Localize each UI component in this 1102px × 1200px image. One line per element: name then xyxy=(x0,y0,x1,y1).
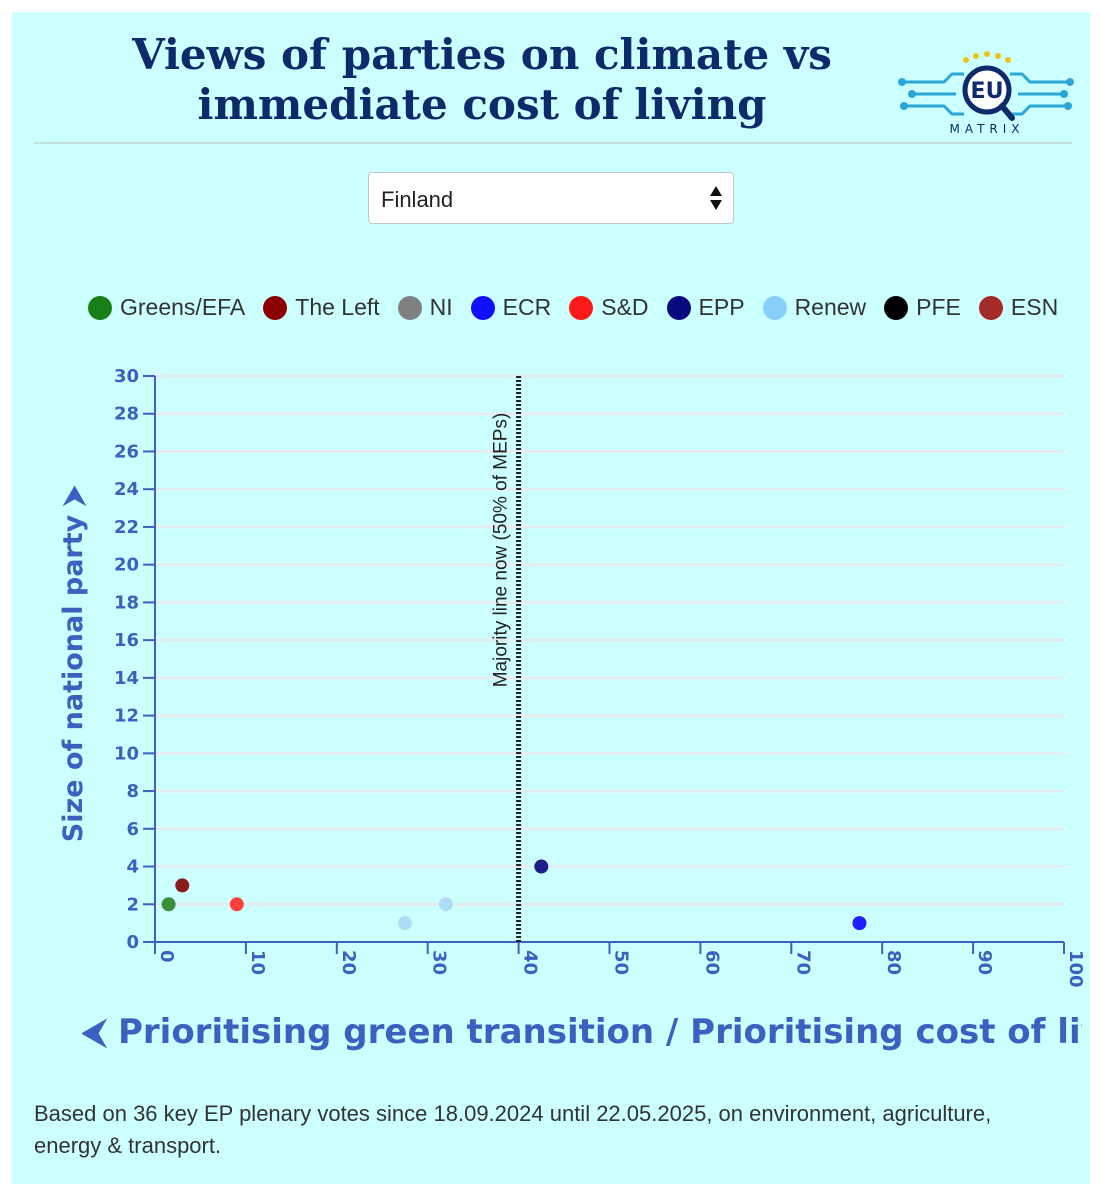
legend-label: PFE xyxy=(916,294,961,320)
majority-line-label: Majority line now (50% of MEPs) xyxy=(491,413,512,688)
header-divider xyxy=(34,142,1072,144)
y-tick-label: 0 xyxy=(126,932,139,953)
legend-dot xyxy=(569,295,594,320)
y-tick-label: 6 xyxy=(126,819,139,840)
legend-label: Greens/EFA xyxy=(120,294,246,320)
legend-dot xyxy=(978,295,1003,320)
x-tick-label: 60 xyxy=(701,950,722,975)
x-tick-label: 100 xyxy=(1065,950,1086,988)
legend-item[interactable]: S&D xyxy=(569,294,649,321)
data-point xyxy=(161,897,176,912)
y-tick-label: 10 xyxy=(114,743,139,764)
x-tick-label: 20 xyxy=(338,950,359,975)
legend-label: ESN xyxy=(1010,294,1059,320)
legend-dot xyxy=(263,295,288,320)
legend: Greens/EFA The Left NI ECR S&D EPP Renew PFE ESN xyxy=(88,294,1076,321)
chart-panel: Views of parties on climate vs immediate… xyxy=(12,12,1090,1184)
x-tick-label: 70 xyxy=(792,950,813,975)
y-tick-label: 12 xyxy=(114,706,139,727)
legend-label: Renew xyxy=(794,294,867,320)
data-point xyxy=(852,916,867,931)
data-point xyxy=(175,878,190,893)
legend-item[interactable]: EPP xyxy=(666,294,745,321)
legend-item[interactable]: NI xyxy=(397,294,453,321)
footnote: Based on 36 key EP plenary votes since 1… xyxy=(34,1101,992,1158)
data-point xyxy=(229,897,244,912)
legend-item[interactable]: ECR xyxy=(470,294,552,321)
logo-subtext: MATRIX xyxy=(949,122,1024,136)
legend-dot xyxy=(470,295,495,320)
data-point xyxy=(534,859,549,874)
y-tick-label: 14 xyxy=(114,668,139,689)
y-tick-label: 26 xyxy=(114,441,139,462)
eu-matrix-logo: EU MATRIX xyxy=(898,51,1074,136)
x-tick-label: 0 xyxy=(156,950,177,963)
legend-item[interactable]: Renew xyxy=(762,294,867,321)
x-axis-title: ⮜ Prioritising green transition / Priori… xyxy=(82,1012,1082,1052)
logo-text: EU xyxy=(971,79,1004,104)
x-tick-label: 30 xyxy=(429,950,450,975)
y-tick-label: 16 xyxy=(114,630,139,651)
page-title: Views of parties on climate vs immediate… xyxy=(132,30,832,129)
legend-dot xyxy=(397,295,422,320)
x-tick-label: 90 xyxy=(974,950,995,975)
y-tick-label: 2 xyxy=(126,894,139,915)
y-tick-label: 20 xyxy=(114,555,139,576)
legend-dot xyxy=(762,295,787,320)
select-arrows-icon xyxy=(710,186,722,210)
y-tick-label: 24 xyxy=(114,479,139,500)
legend-label: The Left xyxy=(295,294,380,320)
x-tick-label: 40 xyxy=(520,950,541,975)
y-tick-label: 30 xyxy=(114,366,139,387)
legend-dot xyxy=(884,295,909,320)
y-axis-title: Size of national party ⮞ xyxy=(58,485,89,842)
data-point xyxy=(438,897,453,912)
legend-item[interactable]: ESN xyxy=(978,294,1059,321)
x-tick-label: 50 xyxy=(611,950,632,975)
y-tick-label: 4 xyxy=(126,857,139,878)
y-tick-label: 28 xyxy=(114,404,139,425)
x-tick-label: 80 xyxy=(883,950,904,975)
country-select[interactable]: Finland xyxy=(368,172,734,224)
legend-label: ECR xyxy=(502,294,552,320)
legend-label: NI xyxy=(429,294,453,320)
legend-item[interactable]: PFE xyxy=(884,294,961,321)
legend-item[interactable]: The Left xyxy=(263,294,380,321)
y-tick-label: 8 xyxy=(126,781,139,802)
y-tick-label: 18 xyxy=(114,592,139,613)
legend-dot xyxy=(88,295,112,320)
legend-item[interactable]: Greens/EFA xyxy=(88,294,245,321)
country-select-value: Finland xyxy=(381,187,454,212)
data-point xyxy=(397,916,412,931)
legend-dot xyxy=(666,295,691,320)
legend-label: S&D xyxy=(601,294,649,320)
y-tick-label: 22 xyxy=(114,517,139,538)
x-tick-label: 10 xyxy=(247,950,268,975)
legend-label: EPP xyxy=(698,294,745,320)
